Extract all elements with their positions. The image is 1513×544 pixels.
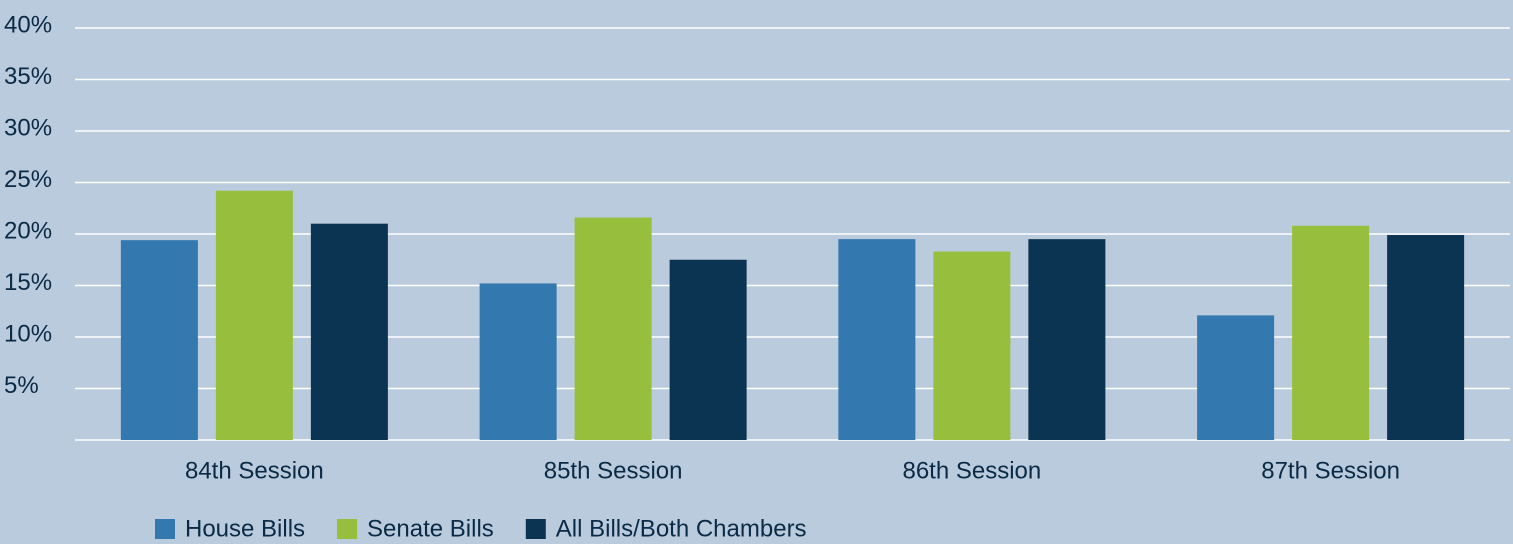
y-tick-label: 40% — [4, 11, 52, 38]
legend-label: House Bills — [185, 515, 305, 542]
legend-swatch — [525, 519, 546, 539]
y-tick-label: 30% — [4, 114, 52, 141]
y-tick-label: 35% — [4, 63, 52, 90]
y-tick-label: 5% — [4, 372, 39, 399]
legend-label: All Bills/Both Chambers — [556, 515, 807, 542]
y-tick-label: 20% — [4, 217, 52, 244]
y-tick-label: 10% — [4, 320, 52, 347]
bar — [669, 259, 747, 440]
x-tick-label: 87th Session — [1261, 457, 1400, 484]
bar — [1292, 225, 1370, 440]
bar — [1387, 235, 1465, 440]
legend-swatch — [155, 519, 175, 539]
bar — [120, 240, 198, 440]
bar — [574, 217, 652, 440]
y-tick-label: 25% — [4, 166, 52, 193]
x-tick-label: 84th Session — [185, 457, 324, 484]
bar — [933, 251, 1011, 440]
legend-label: Senate Bills — [367, 515, 494, 542]
bar — [838, 239, 916, 440]
bar — [479, 283, 557, 440]
bar — [1197, 315, 1275, 440]
legend-swatch — [337, 519, 358, 539]
y-tick-label: 15% — [4, 269, 52, 296]
x-tick-label: 86th Session — [902, 457, 1041, 484]
bar — [1028, 239, 1106, 440]
bar — [215, 190, 293, 440]
x-tick-label: 85th Session — [544, 457, 683, 484]
bar — [310, 223, 388, 440]
